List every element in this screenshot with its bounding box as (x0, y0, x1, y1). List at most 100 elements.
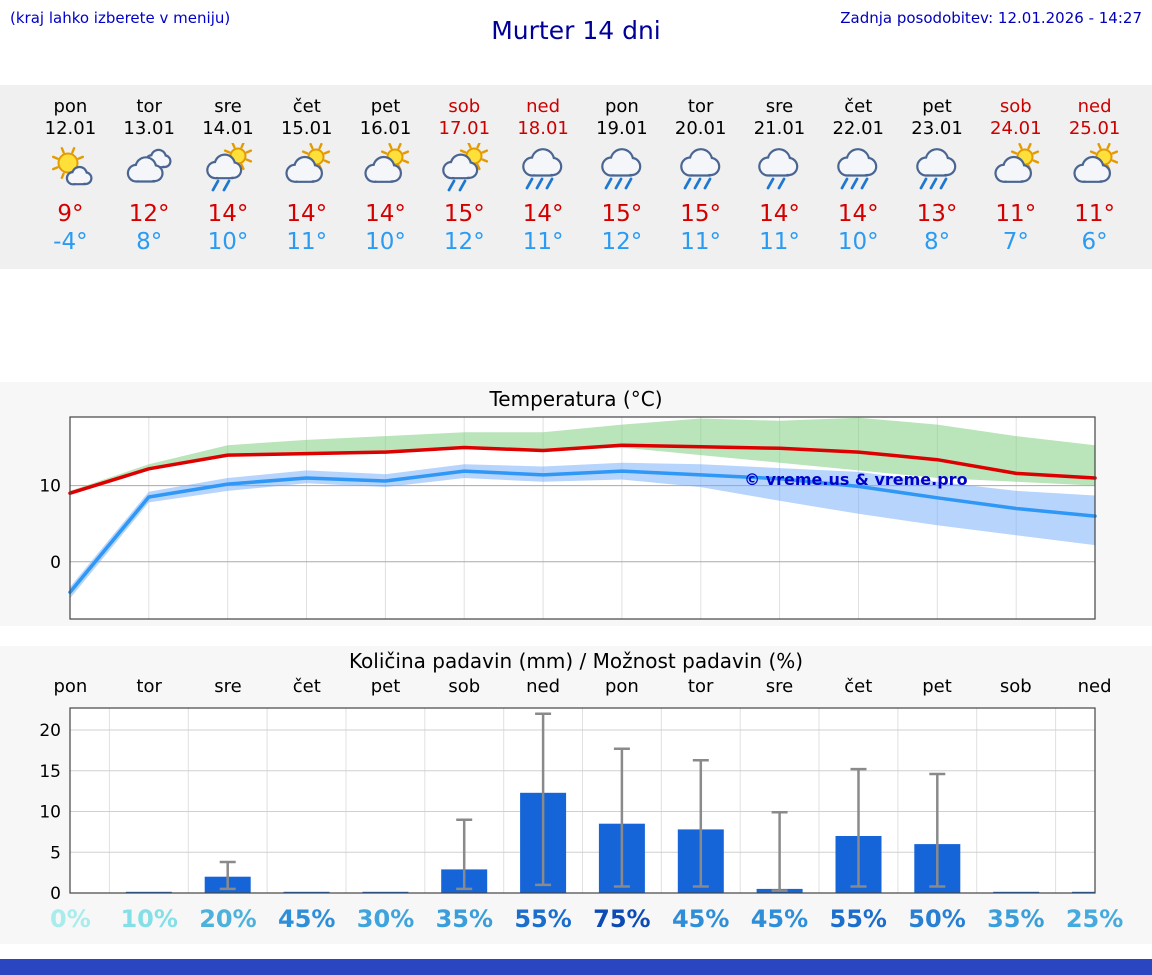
low-temperature: 11° (522, 229, 564, 255)
forecast-day-cell[interactable]: ned 18.01 14° 11° (504, 97, 583, 256)
day-date: 20.01 (674, 118, 727, 139)
day-name: sob (448, 96, 481, 117)
low-temperature: 11° (759, 229, 800, 255)
day-date: 12.01 (44, 118, 97, 139)
forecast-day-cell[interactable]: sre 14.01 14° 10° (189, 96, 268, 256)
high-temperature: 15° (601, 201, 643, 227)
forecast-day-cell[interactable]: pon 19.01 15° 12° (582, 97, 661, 256)
footer-bar (0, 959, 1152, 975)
precip-probability-label: 50% (908, 905, 966, 933)
high-temperature: 14° (522, 201, 564, 227)
sun-small-cloud-icon (31, 141, 110, 197)
precip-day-label-row: pon tor sre čet pet sob ned pon tor sre čet pet sob n… (0, 676, 1152, 698)
sun-cloud-rain-icon (425, 141, 504, 197)
y-tick-label: 10 (39, 477, 61, 497)
high-temperature: 14° (837, 201, 879, 227)
low-temperature: 11° (680, 229, 722, 255)
y-tick-label: 10 (39, 803, 61, 823)
day-name: čet (844, 96, 873, 117)
forecast-day-cell[interactable]: čet 22.01 14° 10° (819, 96, 898, 256)
day-date: 14.01 (202, 118, 254, 139)
forecast-day-cell[interactable]: čet 15.01 14° 11° (267, 97, 346, 256)
max-temperature-line (68, 443, 1097, 495)
day-name: sob (999, 96, 1032, 117)
min-temperature-line (68, 469, 1097, 595)
forecast-day-cell[interactable]: pon 12.01 9° -4° (31, 97, 110, 256)
day-date: 15.01 (280, 118, 333, 139)
day-date: 24.01 (990, 118, 1042, 139)
forecast-strip: pon 12.01 9° -4° tor 13.01 12° 8° sre 14.01 14° 10°… (0, 85, 1152, 269)
precip-day-label: tor (136, 676, 162, 697)
precip-probability-label: 35% (987, 905, 1045, 933)
forecast-day-cell[interactable]: pet 16.01 14° 10° (346, 96, 425, 256)
temperature-chart: 0 10 © vreme.us & vreme.pro (39, 416, 1097, 620)
precip-day-label: pon (604, 676, 639, 697)
forecast-day-cell[interactable]: sre 21.01 14° 11° (740, 97, 819, 256)
precipitation-chart-title: Količina padavin (mm) / Možnost padavin … (348, 649, 804, 673)
temperature-chart-title: Temperatura (°C) (489, 387, 663, 411)
high-temperature: 14° (286, 201, 328, 227)
sun-cloud-icon (346, 141, 425, 197)
sun-cloud-icon (1055, 141, 1134, 197)
day-date: 22.01 (832, 118, 884, 139)
day-name: sre (214, 96, 242, 117)
forecast-day-cell[interactable]: ned 25.01 11° 6° (1055, 97, 1134, 256)
low-temperature: 10° (207, 229, 249, 255)
high-temperature: 14° (759, 201, 800, 227)
precip-probability-label: 0% (50, 905, 91, 933)
precip-day-label: ned (526, 676, 561, 697)
forecast-day-cell[interactable]: tor 20.01 15° 11° (661, 96, 740, 256)
high-temperature: 12° (128, 201, 170, 227)
y-tick-label: 15 (39, 762, 61, 782)
low-temperature: 7° (1002, 229, 1029, 255)
day-date: 23.01 (911, 118, 963, 139)
day-date: 18.01 (517, 118, 569, 139)
precip-day-label: ned (1077, 676, 1112, 697)
precip-probability-label: 75% (593, 905, 651, 933)
precipitation-chart: 0 5 10 15 20 (39, 707, 1096, 904)
temperature-section: Temperatura (°C) 0 10 © vreme.us & vreme.p… (0, 382, 1152, 626)
day-name: pet (370, 96, 401, 117)
precipitation-section: Količina padavin (mm) / Možnost padavin … (0, 646, 1152, 944)
low-temperature: -4° (53, 229, 88, 255)
precip-probability-label: 20% (199, 905, 257, 933)
cloudy-icon (110, 141, 189, 197)
cloud-light-rain-icon (740, 141, 819, 197)
low-temperature: 12° (443, 229, 485, 255)
precip-probability-label: 25% (1065, 905, 1124, 933)
day-name: pet (922, 96, 952, 117)
max-range-band (70, 417, 1095, 494)
y-tick-label: 0 (50, 553, 61, 573)
day-date: 19.01 (596, 118, 648, 139)
last-update-timestamp: Zadnja posodobitev: 12.01.2026 - 14:27 (840, 9, 1142, 27)
precip-probability-label: 35% (435, 905, 494, 933)
page-title: Murter 14 dni (491, 16, 661, 45)
precip-day-label: sre (214, 676, 242, 697)
sun-cloud-icon (976, 141, 1055, 197)
low-temperature: 8° (923, 229, 951, 255)
high-temperature: 9° (57, 201, 84, 227)
cloud-rain-icon (898, 141, 977, 197)
plot-border (69, 707, 1096, 894)
y-tick-label: 5 (50, 843, 61, 863)
low-temperature: 10° (837, 229, 879, 255)
day-name: tor (687, 96, 714, 117)
day-date: 25.01 (1068, 118, 1121, 139)
precip-probability-label: 30% (356, 905, 415, 933)
day-name: tor (136, 96, 162, 117)
high-temperature: 11° (1074, 201, 1115, 227)
forecast-day-cell[interactable]: sob 17.01 15° 12° (425, 96, 504, 256)
y-tick-label: 20 (39, 721, 61, 741)
forecast-day-cell[interactable]: sob 24.01 11° 7° (976, 96, 1055, 256)
day-date: 17.01 (438, 118, 491, 139)
day-date: 21.01 (753, 118, 806, 139)
watermark: © vreme.us & vreme.pro (744, 470, 967, 489)
cloud-rain-icon (661, 141, 740, 197)
high-temperature: 14° (365, 201, 406, 227)
forecast-day-cell[interactable]: pet 23.01 13° 8° (898, 96, 977, 256)
precip-day-label: sob (448, 676, 481, 697)
min-range-band (70, 462, 1095, 599)
low-temperature: 8° (136, 229, 163, 255)
forecast-day-cell[interactable]: tor 13.01 12° 8° (110, 96, 189, 256)
header: (kraj lahko izberete v meniju) Murter 14… (0, 0, 1152, 62)
